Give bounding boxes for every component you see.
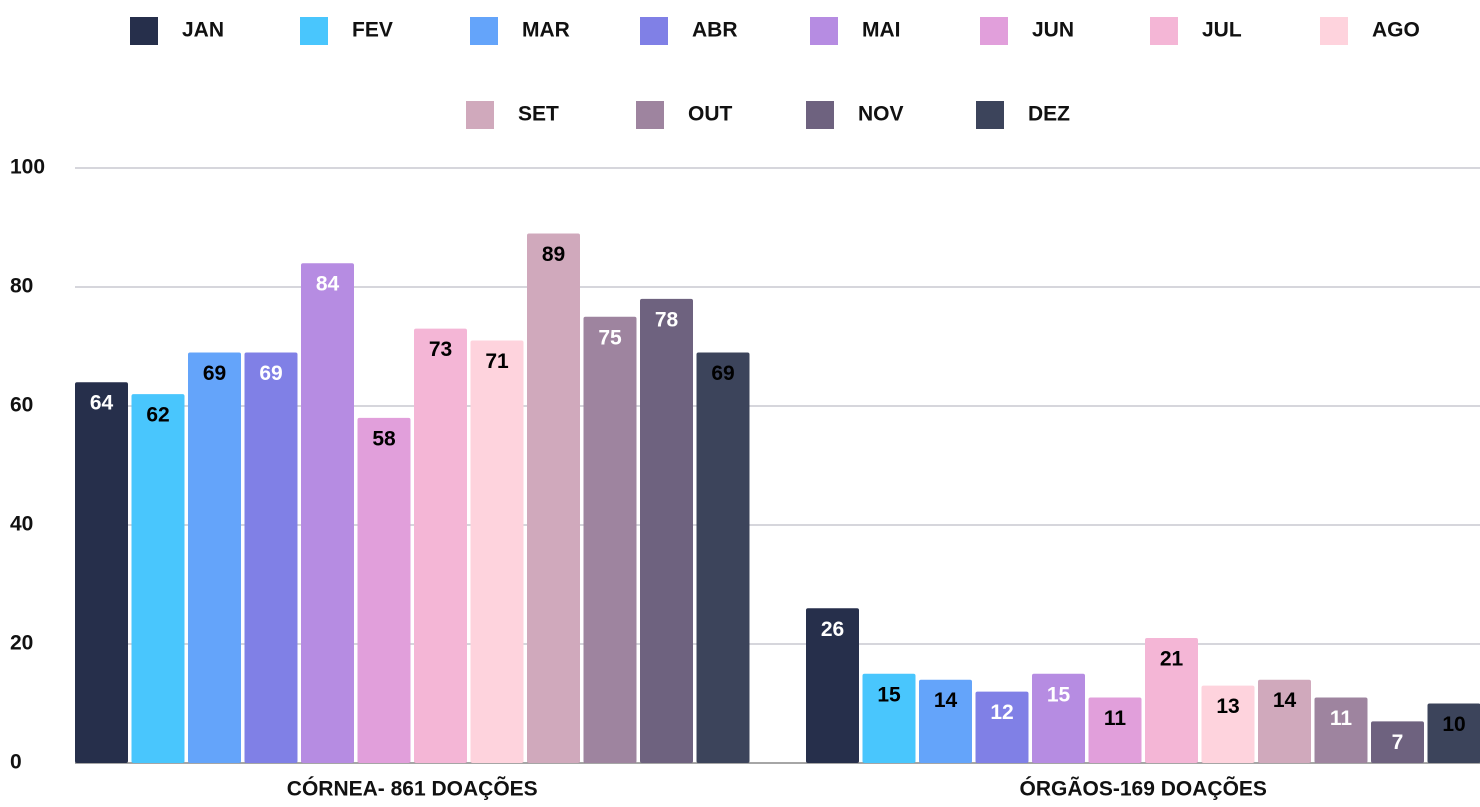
value-label: 21 — [1160, 648, 1184, 671]
value-label: 89 — [542, 243, 565, 266]
legend-label: JUL — [1202, 19, 1242, 42]
value-label: 15 — [877, 683, 901, 706]
legend-swatch — [810, 17, 838, 45]
bar — [301, 263, 354, 763]
value-label: 26 — [821, 618, 844, 641]
x-tick-label: CÓRNEA- 861 DOAÇÕES — [287, 777, 538, 801]
value-label: 14 — [1273, 689, 1297, 712]
bar — [1201, 685, 1255, 763]
y-tick-label: 80 — [10, 275, 33, 298]
value-label: 15 — [1047, 683, 1071, 706]
value-label: 58 — [372, 427, 396, 450]
value-label: 84 — [316, 273, 340, 296]
legend-label: ABR — [692, 19, 738, 42]
legend-label: MAI — [862, 19, 901, 42]
bar — [527, 233, 580, 763]
legend-label: FEV — [352, 19, 393, 42]
value-label: 69 — [259, 362, 282, 385]
legend-swatch — [300, 17, 328, 45]
value-label: 73 — [429, 338, 452, 361]
bar — [640, 298, 693, 763]
bar — [1314, 697, 1368, 763]
value-label: 69 — [711, 362, 734, 385]
bar — [696, 352, 750, 763]
legend-label: NOV — [858, 103, 904, 126]
legend-swatch — [640, 17, 668, 45]
value-label: 64 — [90, 392, 114, 415]
legend-label: DEZ — [1028, 103, 1070, 126]
value-label: 10 — [1442, 713, 1465, 736]
value-label: 11 — [1330, 707, 1353, 730]
bar — [414, 328, 467, 763]
y-tick-label: 0 — [10, 751, 22, 774]
legend-swatch — [980, 17, 1008, 45]
legend-label: JUN — [1032, 19, 1074, 42]
legend-swatch — [1150, 17, 1178, 45]
value-label: 7 — [1392, 731, 1404, 754]
bar — [806, 608, 859, 763]
value-label: 13 — [1216, 695, 1239, 718]
bar — [1258, 679, 1311, 763]
bar — [357, 417, 411, 763]
bar — [1088, 697, 1142, 763]
legend-swatch — [636, 101, 664, 129]
bar — [1427, 703, 1480, 763]
x-tick-label: ÓRGÃOS-169 DOAÇÕES — [1020, 777, 1267, 801]
bar — [1371, 721, 1424, 763]
legend-label: SET — [518, 103, 559, 126]
value-label: 69 — [203, 362, 226, 385]
y-tick-label: 40 — [10, 513, 33, 536]
bar — [470, 340, 524, 763]
bar — [583, 316, 637, 763]
y-tick-label: 100 — [10, 156, 45, 179]
legend-swatch — [1320, 17, 1348, 45]
bar — [975, 691, 1029, 763]
y-tick-label: 20 — [10, 632, 33, 655]
legend-label: MAR — [522, 19, 570, 42]
bar — [131, 394, 185, 763]
legend-swatch — [976, 101, 1004, 129]
bar — [862, 673, 916, 763]
legend-swatch — [470, 17, 498, 45]
value-label: 75 — [598, 326, 622, 349]
value-label: 78 — [655, 308, 679, 331]
bar — [188, 352, 241, 763]
legend-swatch — [466, 101, 494, 129]
value-label: 12 — [990, 701, 1013, 724]
bar — [919, 679, 972, 763]
y-tick-label: 60 — [10, 394, 33, 417]
legend-swatch — [806, 101, 834, 129]
bar — [1032, 673, 1085, 763]
value-label: 11 — [1104, 707, 1127, 730]
value-label: 62 — [146, 404, 169, 427]
legend-label: AGO — [1372, 19, 1420, 42]
legend-swatch — [130, 17, 158, 45]
bar — [244, 352, 298, 763]
bar — [1145, 638, 1198, 763]
bar — [75, 382, 128, 763]
value-label: 14 — [934, 689, 958, 712]
legend-label: OUT — [688, 103, 733, 126]
value-label: 71 — [485, 350, 509, 373]
legend-label: JAN — [182, 19, 224, 42]
